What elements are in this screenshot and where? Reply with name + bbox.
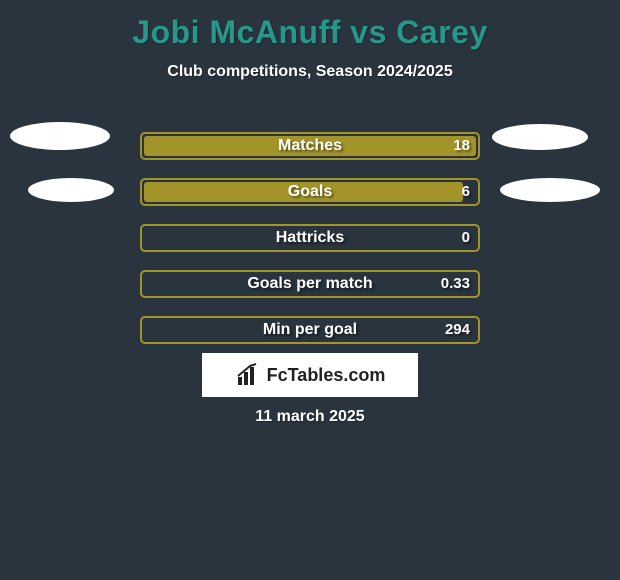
stat-label: Goals [140, 170, 480, 216]
stat-row: Goals6 [0, 170, 620, 216]
stat-label: Goals per match [140, 262, 480, 308]
page-subtitle: Club competitions, Season 2024/2025 [0, 63, 620, 81]
stat-value: 294 [445, 308, 470, 354]
stats-card: Jobi McAnuff vs Carey Club competitions,… [0, 0, 620, 580]
page-title: Jobi McAnuff vs Carey [0, 0, 620, 51]
stat-label: Hattricks [140, 216, 480, 262]
stat-value: 0 [462, 216, 470, 262]
stat-value: 6 [462, 170, 470, 216]
brand-chart-icon [235, 362, 261, 388]
stat-rows: Matches18Goals6Hattricks0Goals per match… [0, 124, 620, 354]
brand-badge: FcTables.com [202, 353, 418, 397]
stat-row: Min per goal294 [0, 308, 620, 354]
stat-row: Matches18 [0, 124, 620, 170]
stat-value: 0.33 [441, 262, 470, 308]
stat-label: Min per goal [140, 308, 480, 354]
stat-row: Goals per match0.33 [0, 262, 620, 308]
stat-value: 18 [453, 124, 470, 170]
stat-row: Hattricks0 [0, 216, 620, 262]
stat-label: Matches [140, 124, 480, 170]
date-text: 11 march 2025 [0, 408, 620, 426]
brand-text: FcTables.com [267, 365, 386, 386]
